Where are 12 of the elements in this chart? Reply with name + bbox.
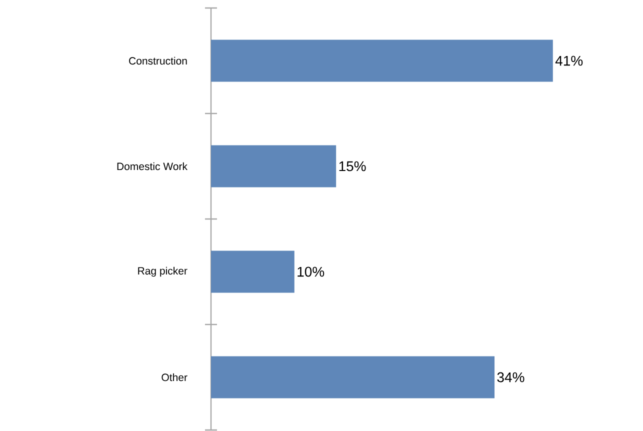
bar (211, 40, 553, 82)
bar (211, 145, 336, 188)
y-tick-label: Construction (129, 56, 187, 65)
data-label: 34% (497, 372, 524, 382)
data-label: 10% (298, 266, 324, 277)
bar (211, 356, 495, 398)
y-tick-label: Rag picker (138, 266, 188, 277)
bar (211, 250, 294, 293)
y-tick-label: Other (162, 373, 188, 382)
data-label: 15% (339, 161, 366, 172)
data-label: 41% (555, 56, 583, 66)
y-tick-label: Domestic Work (117, 162, 188, 170)
